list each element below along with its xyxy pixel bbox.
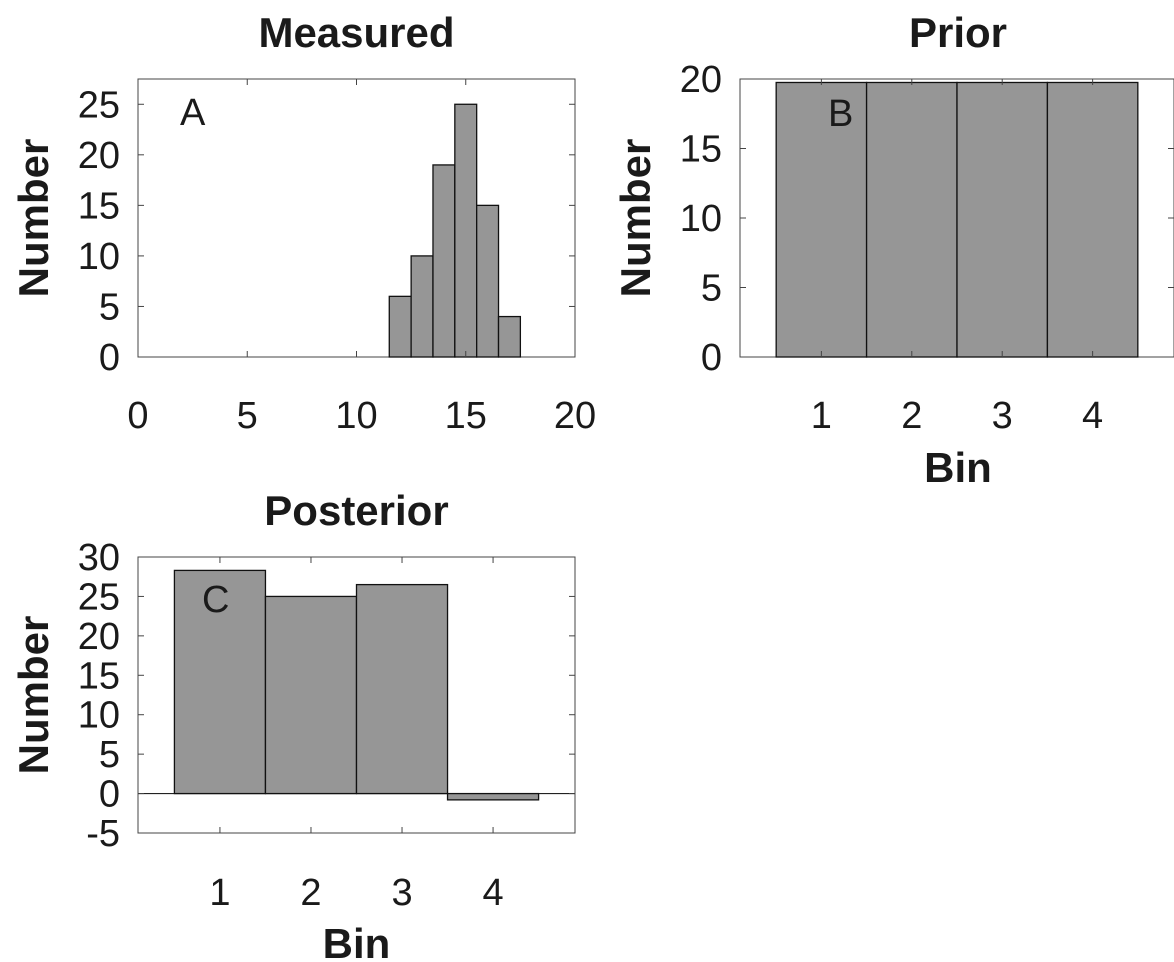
y-tick-label: 25 [78, 84, 120, 126]
bar [432, 164, 456, 358]
y-tick-label: 25 [78, 576, 120, 618]
y-tick-label: 10 [78, 695, 120, 737]
y-axis-label: Number [612, 139, 659, 298]
panel-letter: B [828, 93, 853, 135]
x-tick-label: 20 [554, 395, 596, 437]
y-tick-label: 20 [78, 135, 120, 177]
bar [454, 103, 478, 358]
bar [1046, 81, 1139, 358]
bar [173, 569, 267, 795]
y-tick-label: 15 [78, 655, 120, 697]
y-tick-label: 10 [78, 236, 120, 278]
bar [865, 81, 958, 358]
bar [410, 255, 434, 358]
y-tick-label: 20 [78, 616, 120, 658]
bar [497, 315, 522, 358]
x-tick-label: 5 [237, 395, 258, 437]
chart-title: Prior [909, 9, 1007, 56]
x-axis-label: Bin [323, 920, 391, 962]
y-tick-label: 0 [99, 337, 120, 379]
bar [956, 81, 1049, 358]
x-tick-label: 4 [482, 872, 503, 914]
y-tick-label: 30 [78, 537, 120, 579]
y-tick-label: 5 [99, 734, 120, 776]
bar [446, 792, 540, 801]
bar [476, 204, 500, 358]
x-tick-label: 3 [992, 395, 1013, 437]
x-tick-label: 1 [811, 395, 832, 437]
x-tick-label: 2 [901, 395, 922, 437]
panel-letter: C [202, 579, 229, 621]
y-tick-label: 15 [680, 129, 722, 171]
x-tick-label: 0 [127, 395, 148, 437]
x-tick-label: 4 [1082, 395, 1103, 437]
chart-title: Posterior [264, 487, 448, 534]
y-tick-label: -5 [86, 813, 120, 855]
bar [264, 595, 358, 795]
x-tick-label: 1 [209, 872, 230, 914]
bar [775, 81, 868, 358]
y-tick-label: 20 [680, 59, 722, 101]
y-tick-label: 0 [701, 337, 722, 379]
y-axis-label: Number [10, 616, 57, 775]
y-tick-label: 10 [680, 198, 722, 240]
y-tick-label: 5 [99, 286, 120, 328]
x-tick-label: 15 [445, 395, 487, 437]
chart-panel-2: 0 5 10 15 20 1 2 3 4 Prior Bin Number B [612, 9, 1174, 491]
y-axis-label: Number [10, 139, 57, 298]
y-tick-label: 5 [701, 268, 722, 310]
bar [355, 583, 449, 795]
x-tick-label: 3 [391, 872, 412, 914]
x-tick-label: 10 [335, 395, 377, 437]
x-tick-label: 2 [300, 872, 321, 914]
panel-letter: A [180, 92, 206, 134]
chart-title: Measured [258, 9, 454, 56]
plot-area-frame [137, 556, 576, 834]
chart-panel-1: 0 5 10 15 20 25 0 5 10 15 20 Measured Number A [10, 9, 596, 437]
bar [388, 295, 412, 358]
y-tick-label: 15 [78, 185, 120, 227]
y-tick-label: 0 [99, 774, 120, 816]
x-axis-label: Bin [924, 444, 992, 491]
